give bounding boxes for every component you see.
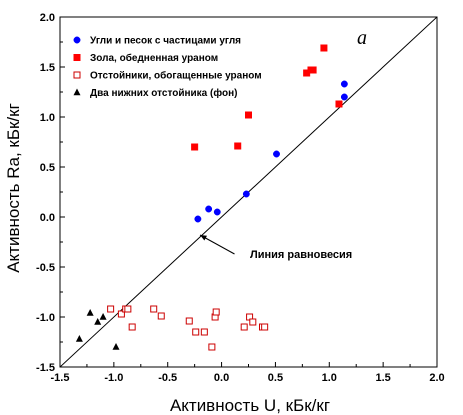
data-point-series-4 bbox=[112, 343, 120, 350]
data-point-series-3 bbox=[185, 317, 193, 325]
data-point-series-1 bbox=[213, 208, 221, 216]
panel-label: a bbox=[357, 27, 367, 49]
legend-marker-4 bbox=[73, 88, 81, 96]
data-point-series-3 bbox=[261, 323, 269, 331]
data-point-series-1 bbox=[340, 80, 348, 88]
legend-marker-1 bbox=[73, 36, 81, 44]
data-point-series-3 bbox=[117, 310, 125, 318]
data-point-series-3 bbox=[240, 323, 248, 331]
x-tick-label: 1.0 bbox=[322, 372, 337, 384]
data-point-series-2 bbox=[320, 44, 328, 52]
data-point-series-1 bbox=[242, 190, 250, 198]
data-point-series-2 bbox=[335, 100, 343, 108]
data-point-series-2 bbox=[245, 111, 252, 119]
x-tick-label: -0.5 bbox=[158, 372, 177, 384]
legend-label-3: Отстойники, обогащенные ураном bbox=[90, 70, 262, 82]
y-tick-label: -1.0 bbox=[36, 312, 55, 324]
data-point-series-3 bbox=[128, 323, 136, 331]
x-tick-label: 1.5 bbox=[375, 372, 390, 384]
annotation-arrow-head bbox=[200, 235, 207, 241]
data-point-series-2 bbox=[234, 142, 242, 150]
annotation-arrow-line bbox=[199, 234, 235, 255]
data-point-series-4 bbox=[99, 313, 107, 320]
legend-marker-3 bbox=[73, 71, 81, 79]
data-point-series-4 bbox=[86, 309, 94, 316]
data-point-series-4 bbox=[94, 318, 102, 325]
equilibrium-line-label: Линия равновесия bbox=[250, 249, 352, 261]
y-tick-label: 0.5 bbox=[40, 162, 55, 174]
data-point-series-1 bbox=[205, 205, 213, 213]
x-tick-label: 0.5 bbox=[268, 372, 283, 384]
data-point-series-1 bbox=[340, 93, 348, 101]
data-point-series-3 bbox=[107, 305, 115, 313]
legend-label-1: Угли и песок с частицами угля bbox=[90, 36, 241, 47]
data-point-series-2 bbox=[309, 66, 317, 74]
data-point-series-3 bbox=[192, 328, 200, 336]
legend: Угли и песок с частицами угля Зола, обедн… bbox=[73, 36, 262, 99]
data-point-series-3 bbox=[200, 328, 208, 336]
y-tick-label: -0.5 bbox=[36, 262, 55, 274]
y-tick-label: 1.5 bbox=[40, 62, 55, 74]
data-point-series-3 bbox=[212, 308, 220, 316]
data-point-series-3 bbox=[208, 343, 216, 351]
x-tick-label: -1.5 bbox=[51, 372, 70, 384]
legend-marker-2 bbox=[73, 54, 81, 61]
y-axis-title: Активность Ra, кБк/кг bbox=[4, 103, 23, 273]
x-tick-label: 2.0 bbox=[429, 372, 444, 384]
legend-label-2: Зола, обедненная ураном bbox=[90, 52, 218, 64]
plot-area: -1.5 -1.0 -0.5 0.0 0.5 1.0 1.5 2.0 -1.5 -1.0 -0.5 0… bbox=[36, 12, 445, 384]
y-tick-label: -1.5 bbox=[36, 362, 55, 374]
x-axis-title: Активность U, кБк/кг bbox=[170, 396, 330, 415]
y-tick-label: 1.0 bbox=[40, 112, 55, 124]
data-point-series-3 bbox=[249, 318, 257, 326]
data-point-series-3 bbox=[124, 305, 132, 313]
legend-label-4: Два нижних отстойника (фон) bbox=[90, 87, 237, 99]
data-point-series-1 bbox=[194, 215, 202, 223]
x-tick-label: -1.0 bbox=[104, 372, 123, 384]
data-point-series-2 bbox=[191, 143, 199, 151]
data-point-series-1 bbox=[273, 150, 280, 158]
data-point-series-3 bbox=[150, 305, 158, 313]
y-tick-label: 0.0 bbox=[40, 212, 55, 224]
data-point-series-3 bbox=[157, 312, 165, 320]
data-point-series-4 bbox=[75, 335, 83, 342]
x-tick-label: 0.0 bbox=[214, 372, 229, 384]
y-tick-label: 2.0 bbox=[40, 12, 55, 24]
